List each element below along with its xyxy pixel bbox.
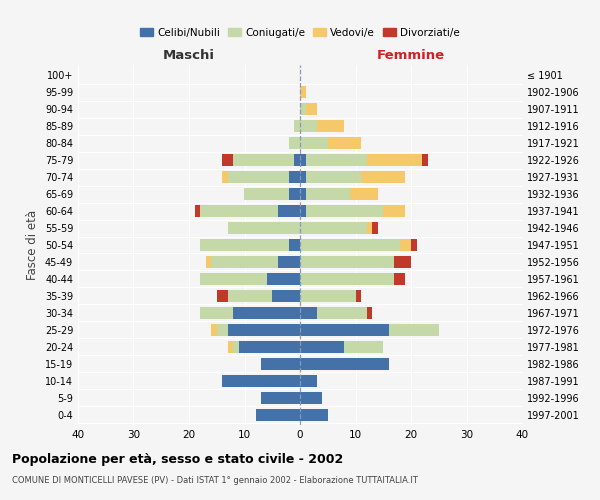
Bar	[300, 324, 389, 336]
Bar	[422, 154, 428, 166]
Bar	[361, 171, 406, 183]
Bar	[300, 273, 394, 285]
Bar	[389, 324, 439, 336]
Bar	[300, 239, 400, 251]
Bar	[217, 324, 228, 336]
Bar	[211, 324, 217, 336]
Bar	[266, 273, 300, 285]
Bar	[200, 239, 289, 251]
Bar	[300, 188, 305, 200]
Bar	[222, 171, 228, 183]
Bar	[355, 290, 361, 302]
Text: Femmine: Femmine	[377, 50, 445, 62]
Bar	[300, 86, 305, 99]
Bar	[228, 171, 289, 183]
Bar	[300, 358, 389, 370]
Bar	[394, 273, 406, 285]
Bar	[305, 154, 367, 166]
Bar	[222, 374, 300, 387]
Bar	[222, 154, 233, 166]
Bar	[317, 307, 367, 319]
Bar	[350, 188, 378, 200]
Bar	[228, 222, 300, 234]
Bar	[200, 307, 233, 319]
Text: Maschi: Maschi	[163, 50, 215, 62]
Bar	[278, 256, 300, 268]
Bar	[211, 256, 278, 268]
Bar	[300, 137, 328, 149]
Bar	[300, 222, 367, 234]
Bar	[328, 137, 361, 149]
Bar	[305, 103, 317, 116]
Bar	[411, 239, 416, 251]
Bar	[233, 154, 295, 166]
Bar	[300, 408, 328, 421]
Bar	[261, 358, 300, 370]
Bar	[400, 239, 411, 251]
Bar	[300, 120, 317, 132]
Bar	[383, 205, 406, 217]
Bar	[233, 307, 300, 319]
Bar	[394, 256, 411, 268]
Text: Popolazione per età, sesso e stato civile - 2002: Popolazione per età, sesso e stato civil…	[12, 452, 343, 466]
Bar	[305, 171, 361, 183]
Bar	[300, 392, 322, 404]
Bar	[300, 374, 317, 387]
Bar	[217, 290, 228, 302]
Y-axis label: Anni di nascita: Anni di nascita	[596, 202, 600, 288]
Y-axis label: Fasce di età: Fasce di età	[26, 210, 39, 280]
Bar	[300, 341, 344, 353]
Bar	[289, 188, 300, 200]
Bar	[200, 273, 266, 285]
Bar	[300, 171, 305, 183]
Bar	[295, 120, 300, 132]
Bar	[300, 205, 305, 217]
Bar	[228, 341, 233, 353]
Bar	[317, 120, 344, 132]
Bar	[367, 154, 422, 166]
Bar	[289, 171, 300, 183]
Bar	[200, 205, 278, 217]
Bar	[344, 341, 383, 353]
Bar	[300, 154, 305, 166]
Bar	[289, 239, 300, 251]
Bar	[300, 256, 394, 268]
Bar	[300, 103, 305, 116]
Bar	[305, 205, 383, 217]
Bar	[239, 341, 300, 353]
Bar	[233, 341, 239, 353]
Bar	[367, 222, 372, 234]
Bar	[261, 392, 300, 404]
Bar	[305, 188, 350, 200]
Bar	[256, 408, 300, 421]
Text: COMUNE DI MONTICELLI PAVESE (PV) - Dati ISTAT 1° gennaio 2002 - Elaborazione TUT: COMUNE DI MONTICELLI PAVESE (PV) - Dati …	[12, 476, 418, 485]
Bar	[367, 307, 372, 319]
Bar	[206, 256, 211, 268]
Bar	[278, 205, 300, 217]
Bar	[295, 154, 300, 166]
Bar	[289, 137, 300, 149]
Bar	[272, 290, 300, 302]
Bar	[228, 324, 300, 336]
Legend: Celibi/Nubili, Coniugati/e, Vedovi/e, Divorziati/e: Celibi/Nubili, Coniugati/e, Vedovi/e, Di…	[136, 24, 464, 42]
Bar	[194, 205, 200, 217]
Bar	[300, 290, 355, 302]
Bar	[372, 222, 378, 234]
Bar	[228, 290, 272, 302]
Bar	[300, 307, 317, 319]
Bar	[245, 188, 289, 200]
